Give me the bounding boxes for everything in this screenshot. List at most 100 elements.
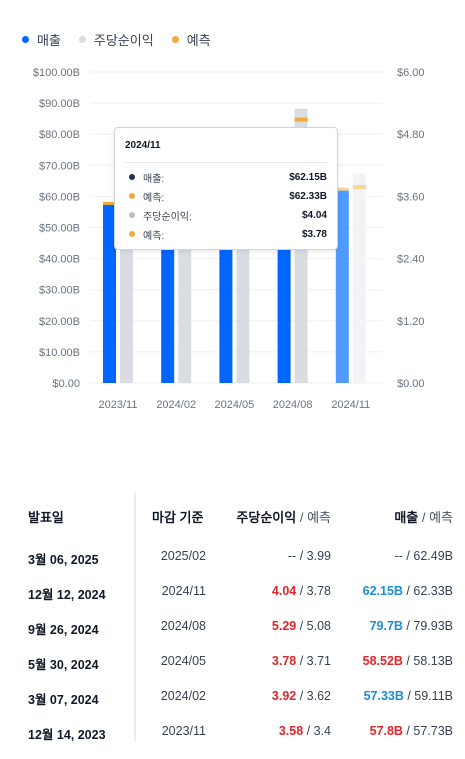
eps-forecast-marker [352, 185, 366, 190]
row-date: 5월 30, 2024 [28, 658, 99, 672]
revenue-forecast: 79.93B [413, 619, 453, 633]
tooltip-divider [125, 162, 327, 163]
y-left-tick-label: $80.00B [39, 129, 80, 141]
eps-actual: 3.58 [278, 724, 304, 738]
x-tick-label: 2023/11 [99, 399, 138, 411]
row-revenue: 57.8B / 57.73B [369, 724, 453, 738]
revenue-actual: 62.15B [362, 584, 403, 598]
y-right-tick-label: $6.00 [397, 67, 425, 79]
y-left-tick-label: $10.00B [39, 347, 80, 359]
x-tick-label: 2024/05 [215, 399, 255, 411]
y-left-tick-label: $30.00B [39, 285, 80, 297]
eps-actual: 4.04 [271, 584, 297, 598]
row-date: 12월 12, 2024 [28, 588, 106, 602]
y-right-tick-label: $0.00 [397, 378, 425, 390]
chart-tooltip: 2024/11 매출: $62.15B 예측: $62.33B 주당순이익: $… [114, 127, 338, 250]
y-left-tick-label: $20.00B [39, 316, 80, 328]
eps-actual: 5.29 [271, 619, 297, 633]
tooltip-row-eps: 주당순이익: $4.04 [129, 208, 327, 223]
tooltip-value: $62.15B [289, 171, 327, 183]
table-row[interactable]: 3월 06, 2025 2025/02 -- / 3.99 -- / 62.49… [0, 549, 465, 584]
y-right-tick-label: $2.40 [397, 254, 425, 266]
legend-eps[interactable]: 주당순이익 [78, 30, 154, 49]
row-date: 12월 14, 2023 [28, 728, 106, 742]
header-eps[interactable]: 주당순이익 / 예측 [236, 507, 331, 526]
row-eps: 5.29 / 5.08 [271, 619, 331, 633]
row-revenue: 79.7B / 79.93B [369, 619, 453, 633]
row-revenue: -- / 62.49B [394, 549, 453, 563]
row-eps: 3.78 / 3.71 [271, 654, 331, 668]
tooltip-label: 예측: [143, 230, 165, 242]
y-left-tick-label: $50.00B [39, 223, 80, 235]
chart-legend: 매출 주당순이익 예측 [22, 30, 211, 49]
revenue-forecast: 59.11B [414, 689, 453, 703]
legend-forecast[interactable]: 예측 [171, 30, 211, 49]
eps-forecast-marker [294, 117, 308, 122]
tooltip-label: 예측: [143, 192, 165, 204]
revenue-actual: 57.8B [369, 724, 403, 738]
revenue-actual: 57.33B [363, 689, 404, 703]
table-row[interactable]: 12월 14, 2023 2023/11 3.58 / 3.4 57.8B / … [0, 724, 465, 759]
legend-eps-label: 주당순이익 [93, 33, 154, 48]
eps-forecast: 3.78 [306, 584, 331, 598]
row-date: 3월 07, 2024 [28, 693, 99, 707]
y-left-tick-label: $70.00B [39, 160, 80, 172]
eps-actual: 3.92 [271, 689, 297, 703]
row-period: 2023/11 [161, 724, 206, 738]
revenue-forecast: 58.13B [413, 654, 453, 668]
table-row[interactable]: 12월 12, 2024 2024/11 4.04 / 3.78 62.15B … [0, 584, 465, 619]
header-period[interactable]: 마감 기준 [152, 510, 204, 525]
eps-dot-icon [129, 212, 135, 218]
x-tick-label: 2024/11 [331, 399, 370, 411]
y-right-tick-label: $1.20 [397, 316, 425, 328]
table-row[interactable]: 5월 30, 2024 2024/05 3.78 / 3.71 58.52B /… [0, 654, 465, 689]
revenue-dot-icon [129, 174, 135, 180]
revenue-forecast: 62.49B [413, 549, 453, 563]
header-eps-label: 주당순이익 [236, 510, 297, 525]
row-period: 2024/05 [160, 654, 206, 668]
forecast-dot-icon [171, 36, 179, 43]
tooltip-row-revenue-forecast: 예측: $62.33B [129, 189, 327, 204]
y-right-tick-label: $4.80 [397, 129, 425, 141]
header-date[interactable]: 발표일 [28, 510, 64, 525]
row-period: 2024/08 [160, 619, 206, 633]
revenue-actual: -- [394, 549, 403, 563]
y-left-tick-label: $40.00B [39, 254, 80, 266]
table-column-divider [134, 492, 136, 741]
eps-bar [352, 173, 366, 383]
row-period: 2024/02 [160, 689, 206, 703]
revenue-forecast: 62.33B [413, 584, 453, 598]
row-eps: 4.04 / 3.78 [271, 584, 331, 598]
eps-forecast: 5.08 [306, 619, 331, 633]
tooltip-row-revenue: 매출: $62.15B [129, 170, 327, 185]
table-row[interactable]: 3월 07, 2024 2024/02 3.92 / 3.62 57.33B /… [0, 689, 465, 724]
eps-forecast: 3.71 [306, 654, 331, 668]
x-tick-label: 2024/02 [156, 399, 196, 411]
legend-forecast-label: 예측 [186, 33, 211, 48]
revenue-bar [103, 203, 116, 383]
row-date: 3월 06, 2025 [28, 553, 99, 567]
y-right-tick-label: $3.60 [397, 191, 425, 203]
y-left-tick-label: $60.00B [39, 191, 80, 203]
revenue-bar [335, 189, 349, 383]
table-row[interactable]: 9월 26, 2024 2024/08 5.29 / 5.08 79.7B / … [0, 619, 465, 654]
revenue-dot-icon [22, 36, 29, 43]
eps-forecast: 3.99 [306, 549, 331, 563]
forecast-dot-icon [129, 193, 135, 199]
tooltip-label: 매출: [143, 173, 165, 185]
tooltip-title: 2024/11 [125, 140, 161, 151]
row-date: 9월 26, 2024 [28, 623, 99, 637]
y-left-tick-label: $90.00B [39, 98, 80, 110]
tooltip-label: 주당순이익: [143, 211, 192, 223]
row-eps: -- / 3.99 [287, 549, 331, 563]
revenue-actual: 58.52B [362, 654, 403, 668]
row-revenue: 62.15B / 62.33B [362, 584, 453, 598]
legend-revenue[interactable]: 매출 [22, 30, 61, 49]
y-left-tick-label: $0.00 [52, 378, 80, 390]
eps-forecast: 3.62 [306, 689, 331, 703]
row-revenue: 58.52B / 58.13B [362, 654, 453, 668]
tooltip-row-eps-forecast: 예측: $3.78 [129, 227, 327, 242]
header-revenue[interactable]: 매출 / 예측 [394, 507, 453, 526]
revenue-forecast-marker [335, 187, 349, 191]
header-eps-forecast-label: / 예측 [296, 510, 331, 525]
